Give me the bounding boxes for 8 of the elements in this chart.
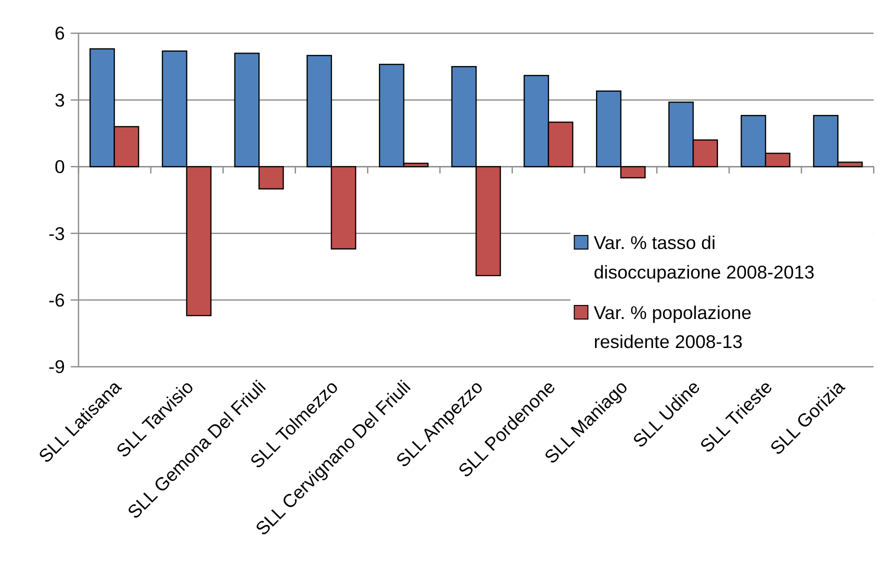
- y-tick-label: -6: [48, 289, 65, 310]
- y-tick-label: -9: [48, 356, 65, 378]
- legend-label: Var. % popolazione residente 2008-13: [594, 302, 752, 352]
- legend-label: Var. % tasso di disoccupazione 2008-2013: [594, 232, 815, 282]
- y-tick-label: -3: [48, 222, 65, 244]
- y-tick-label: 3: [54, 89, 65, 110]
- y-tick-label: 6: [54, 22, 65, 44]
- y-tick-label: 0: [54, 156, 65, 178]
